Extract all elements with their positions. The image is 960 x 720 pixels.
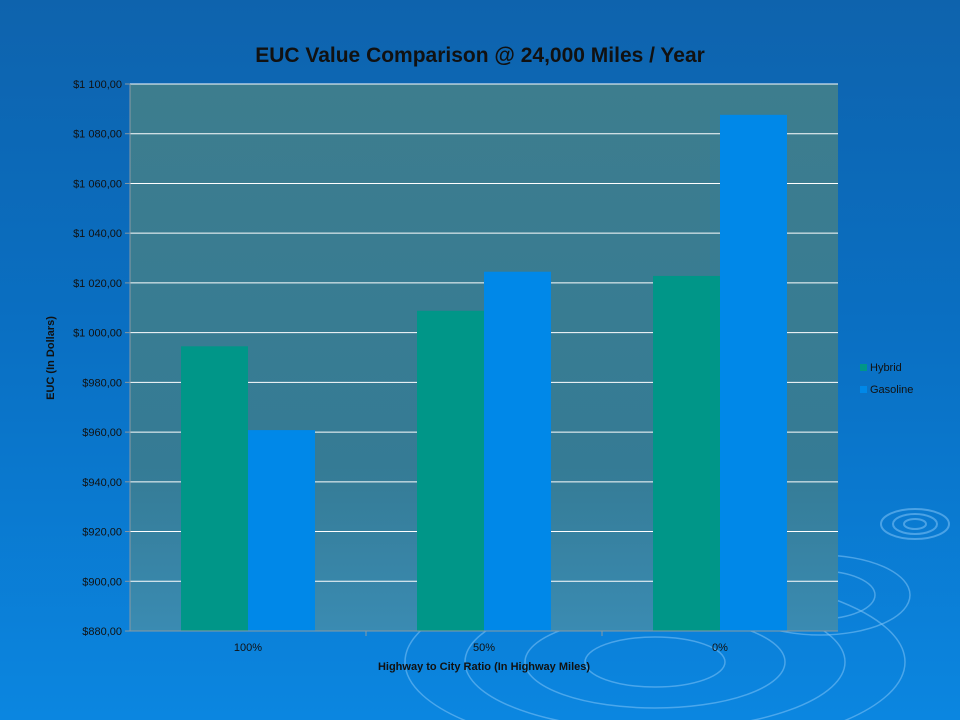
y-tick-label: $1 060,00 (73, 178, 122, 190)
y-tick-labels: $880,00 $900,00 $920,00 $940,00 $960,00 $980,… (73, 79, 130, 638)
bar-gasoline-0 (248, 430, 315, 631)
x-axis-label: Highway to City Ratio (In Highway Miles) (378, 661, 590, 673)
legend-swatch-hybrid (860, 364, 867, 371)
y-tick-label: $1 100,00 (73, 79, 122, 91)
bars (181, 114, 787, 631)
y-axis-label: EUC (In Dollars) (45, 316, 57, 400)
y-tick-label: $940,00 (82, 477, 122, 489)
y-tick-label: $880,00 (82, 626, 122, 638)
legend: Hybrid Gasoline (860, 362, 913, 396)
chart-title: EUC Value Comparison @ 24,000 Miles / Ye… (255, 44, 705, 67)
y-tick-label: $920,00 (82, 527, 122, 539)
bar-gasoline-2 (720, 114, 787, 631)
x-tick-label: 100% (234, 642, 262, 654)
y-tick-label: $960,00 (82, 427, 122, 439)
y-tick-label: $900,00 (82, 576, 122, 588)
y-tick-label: $1 040,00 (73, 228, 122, 240)
legend-swatch-gasoline (860, 386, 867, 393)
y-tick-label: $980,00 (82, 377, 122, 389)
x-tick-label: 50% (473, 642, 495, 654)
x-tick-label: 0% (712, 642, 728, 654)
legend-label-gasoline: Gasoline (870, 384, 913, 396)
y-tick-label: $1 000,00 (73, 328, 122, 340)
y-tick-label: $1 080,00 (73, 129, 122, 141)
bar-hybrid-2 (653, 275, 720, 631)
bar-gasoline-1 (484, 271, 551, 631)
x-tick-labels: 100% 50% 0% (234, 631, 728, 654)
y-tick-label: $1 020,00 (73, 278, 122, 290)
legend-label-hybrid: Hybrid (870, 362, 902, 374)
bar-hybrid-0 (181, 346, 248, 631)
bar-hybrid-1 (417, 310, 484, 631)
